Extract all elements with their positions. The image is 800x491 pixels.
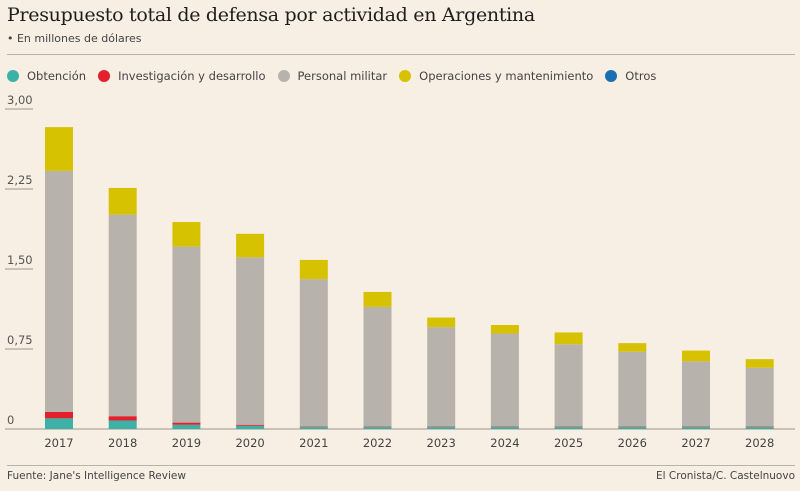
bar-segment-obtencion-2018 xyxy=(108,420,137,429)
bar-segment-investigacion-2025 xyxy=(554,426,583,427)
bar-segment-investigacion-2021 xyxy=(299,426,328,427)
chart-title: Presupuesto total de defensa por activid… xyxy=(7,4,535,26)
bar-segment-operaciones-2017 xyxy=(45,127,73,171)
bar-segment-operaciones-2026 xyxy=(618,343,647,352)
x-tick-label: 2025 xyxy=(554,436,583,450)
bar-segment-personal-2023 xyxy=(427,327,456,427)
legend: Obtención Investigación y desarrollo Per… xyxy=(7,69,668,83)
bar-segment-personal-2028 xyxy=(745,367,774,427)
x-tick-label: 2026 xyxy=(618,436,647,450)
bar-segment-personal-2021 xyxy=(299,279,328,427)
bar-segment-obtencion-2020 xyxy=(236,425,265,429)
bar-segment-obtencion-2023 xyxy=(427,426,456,429)
y-tick-label: 0,75 xyxy=(7,333,33,347)
bar-segment-investigacion-2019 xyxy=(172,422,201,425)
bar-segment-operaciones-2019 xyxy=(172,222,201,247)
bar-segment-operaciones-2018 xyxy=(108,187,137,215)
bar-segment-operaciones-2020 xyxy=(236,233,265,258)
y-tick-label: 2,25 xyxy=(7,173,33,187)
x-tick-label: 2028 xyxy=(745,436,774,450)
bar-segment-personal-2019 xyxy=(172,246,201,423)
source-note: Fuente: Jane's Intelligence Review xyxy=(7,470,186,482)
bar-segment-obtencion-2025 xyxy=(554,426,583,429)
legend-item-personal: Personal militar xyxy=(277,69,388,83)
bar-segment-personal-2026 xyxy=(618,351,647,427)
legend-swatch-operaciones xyxy=(399,70,412,82)
x-tick-label: 2027 xyxy=(681,436,710,450)
bar-segment-investigacion-2026 xyxy=(618,426,647,427)
bar-segment-investigacion-2027 xyxy=(682,426,710,427)
bar-segment-operaciones-2023 xyxy=(427,317,456,328)
bar-segment-personal-2024 xyxy=(490,333,519,427)
legend-label: Obtención xyxy=(27,69,87,83)
bar-segment-investigacion-2028 xyxy=(745,426,774,427)
bar-segment-operaciones-2027 xyxy=(682,350,710,362)
credit-note: El Cronista/C. Castelnuovo xyxy=(656,470,795,482)
x-tick-label: 2024 xyxy=(490,436,519,450)
bar-segment-personal-2017 xyxy=(45,170,73,412)
bar-segment-operaciones-2028 xyxy=(745,359,774,368)
legend-item-otros: Otros xyxy=(605,69,656,83)
bar-segment-operaciones-2022 xyxy=(363,291,392,307)
bar-segment-obtencion-2021 xyxy=(299,426,328,429)
bar-segment-personal-2027 xyxy=(682,361,710,427)
bar-segment-operaciones-2024 xyxy=(490,325,519,334)
x-tick-label: 2023 xyxy=(427,436,456,450)
bar-segment-obtencion-2022 xyxy=(363,426,392,429)
header-divider xyxy=(7,54,795,55)
legend-item-operaciones: Operaciones y mantenimiento xyxy=(399,69,593,83)
x-tick-label: 2019 xyxy=(172,436,201,450)
bar-segment-investigacion-2018 xyxy=(108,416,137,421)
bar-segment-investigacion-2017 xyxy=(45,411,73,419)
legend-swatch-obtencion xyxy=(7,70,19,82)
legend-swatch-investigacion xyxy=(98,70,111,82)
bar-segment-investigacion-2024 xyxy=(490,426,519,427)
legend-label: Otros xyxy=(625,69,657,83)
bar-segment-obtencion-2027 xyxy=(682,426,710,429)
x-tick-label: 2017 xyxy=(44,436,73,450)
bar-segment-personal-2022 xyxy=(363,306,392,427)
x-tick-label: 2018 xyxy=(108,436,137,450)
y-tick-label: 1,50 xyxy=(7,253,33,267)
bar-segment-investigacion-2022 xyxy=(363,426,392,427)
bar-segment-personal-2020 xyxy=(236,257,265,425)
bar-segment-obtencion-2024 xyxy=(490,426,519,429)
legend-label: Personal militar xyxy=(297,69,388,83)
legend-swatch-personal xyxy=(277,70,290,82)
x-tick-label: 2022 xyxy=(363,436,392,450)
x-tick-label: 2021 xyxy=(299,436,328,450)
y-tick-label: 3,00 xyxy=(7,93,33,107)
footer-divider xyxy=(7,465,795,466)
bar-segment-obtencion-2017 xyxy=(45,418,73,429)
bar-segment-obtencion-2026 xyxy=(618,426,647,429)
legend-item-investigacion: Investigación y desarrollo xyxy=(98,69,266,83)
bar-segment-obtencion-2028 xyxy=(745,426,774,429)
bar-segment-personal-2018 xyxy=(108,214,137,417)
legend-swatch-otros xyxy=(605,70,618,82)
bar-segment-obtencion-2019 xyxy=(172,424,201,429)
bar-segment-investigacion-2020 xyxy=(236,424,265,426)
bar-segment-investigacion-2023 xyxy=(427,426,456,427)
bar-segment-operaciones-2025 xyxy=(554,332,583,345)
bar-segment-personal-2025 xyxy=(554,344,583,427)
y-tick-label: 0 xyxy=(7,413,14,427)
bar-segment-operaciones-2021 xyxy=(299,259,328,280)
legend-label: Operaciones y mantenimiento xyxy=(419,69,594,83)
legend-item-obtencion: Obtención xyxy=(7,69,86,83)
legend-label: Investigación y desarrollo xyxy=(118,69,266,83)
x-tick-label: 2020 xyxy=(235,436,264,450)
chart-subtitle: • En millones de dólares xyxy=(7,32,142,45)
